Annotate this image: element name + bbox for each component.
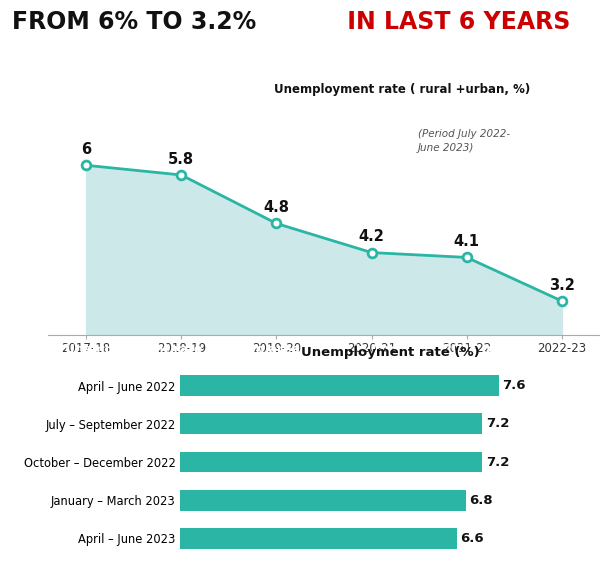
Point — [81, 161, 91, 170]
Point — [272, 219, 281, 228]
Text: 3.2: 3.2 — [549, 278, 575, 293]
Text: 4.8: 4.8 — [263, 200, 289, 215]
Point — [176, 171, 186, 180]
Text: Unemployment rate for persons above 15 years at a six-year low: Unemployment rate for persons above 15 y… — [76, 57, 524, 70]
Text: 4.1: 4.1 — [454, 234, 480, 249]
Text: 7.2: 7.2 — [486, 456, 509, 468]
Bar — [180, 413, 482, 434]
Text: FROM 6% TO 3.2%: FROM 6% TO 3.2% — [12, 10, 256, 34]
Text: 6: 6 — [81, 142, 91, 157]
Bar — [180, 452, 482, 472]
Point — [557, 297, 567, 306]
Point — [462, 253, 472, 262]
Bar — [180, 528, 457, 549]
Bar — [180, 490, 466, 511]
Text: Unemployment rate ( rural +urban, %): Unemployment rate ( rural +urban, %) — [274, 83, 530, 96]
Text: IN LAST 6 YEARS: IN LAST 6 YEARS — [339, 10, 571, 34]
Text: 7.6: 7.6 — [503, 379, 526, 392]
Title: Unemployment rate (%): Unemployment rate (%) — [301, 346, 479, 359]
Text: 5.8: 5.8 — [168, 152, 194, 167]
Text: Unemployment rate in urban areas slows in April-June 2023 quarter: Unemployment rate in urban areas slows i… — [65, 343, 535, 356]
Text: (Period July 2022-
June 2023): (Period July 2022- June 2023) — [418, 130, 510, 153]
Point — [367, 248, 376, 257]
Text: 6.6: 6.6 — [461, 532, 484, 545]
Bar — [180, 375, 499, 396]
Text: 4.2: 4.2 — [359, 229, 385, 245]
Text: 7.2: 7.2 — [486, 417, 509, 430]
Text: 6.8: 6.8 — [469, 494, 493, 507]
